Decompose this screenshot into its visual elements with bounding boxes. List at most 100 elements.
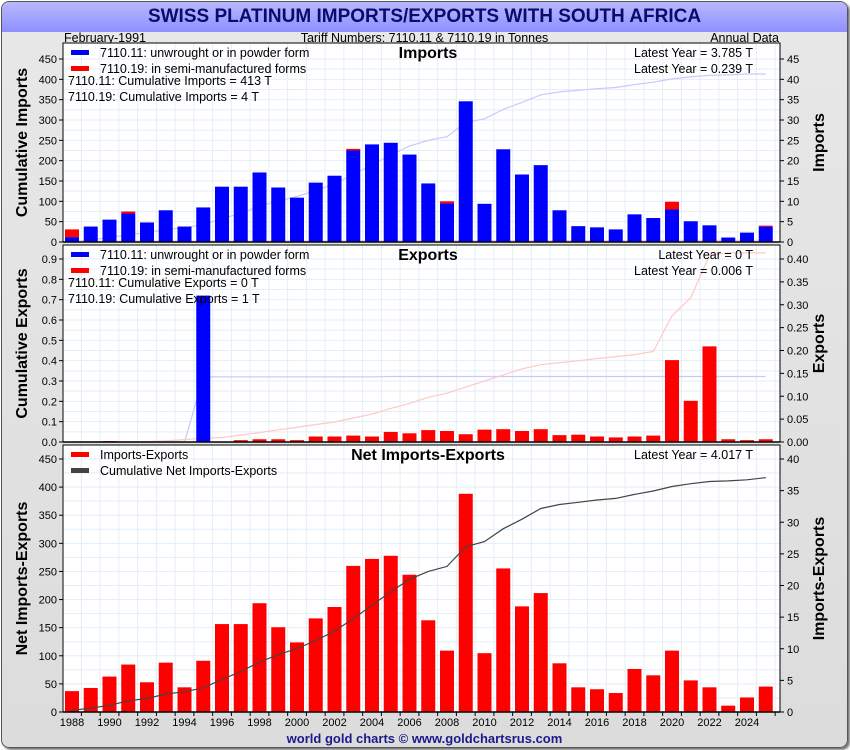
bar-7110-11 [158,210,173,242]
legend-label: Cumulative Net Imports-Exports [100,464,277,478]
x-tick-label: 2020 [660,717,684,729]
bar-7110-19 [383,431,398,442]
legend-swatch [71,452,89,457]
x-tick-label: 2002 [322,717,346,729]
bar-7110-11 [477,203,492,242]
y-tick-label-right: 0 [787,237,793,249]
y-tick-label-right: 5 [787,217,793,229]
bar-net-imports-exports [402,574,417,712]
y-tick-label-right: 20 [787,156,799,168]
x-tick-label: 1990 [97,717,121,729]
bar-7110-11 [740,232,754,242]
x-tick-label: 2012 [510,717,534,729]
bar-7110-19 [65,229,79,238]
bar-7110-11 [308,182,323,242]
y-tick-label-left: 450 [39,454,57,466]
bar-7110-11 [327,175,342,242]
cumulative-line-7110-19 [72,252,766,443]
y-tick-label-left: 100 [39,196,57,208]
bar-7110-11 [683,221,698,242]
bar-net-imports-exports [121,664,136,712]
bar-7110-11 [365,144,379,242]
bar-net-imports-exports [196,660,211,712]
y-tick-label-right: 15 [787,176,799,188]
title-bar: SWISS PLATINUM IMPORTS/EXPORTS WITH SOUT… [2,2,847,32]
y-tick-label-left: 250 [39,135,57,147]
bar-net-imports-exports [665,650,679,712]
bar-7110-11 [440,203,454,242]
bar-7110-19 [646,435,661,442]
bar-7110-11 [590,227,604,242]
y-tick-label-left: 450 [39,54,57,66]
bar-7110-11 [421,183,436,242]
y-tick-label-right: 25 [787,549,799,561]
y-tick-label-left: 50 [45,217,57,229]
bar-net-imports-exports [65,691,79,712]
bar-net-imports-exports [458,493,473,712]
y-tick-label-right: 40 [787,74,799,86]
y-tick-label-left: 200 [39,156,57,168]
bar-7110-19 [233,440,248,442]
latest-year-label: Latest Year = 0.006 T [634,264,753,278]
legend-label: 7110.19: in semi-manufactured forms [100,264,306,278]
bar-net-imports-exports [496,568,511,712]
y-tick-label-left: 0.9 [42,254,57,266]
y-tick-label-left: 250 [39,566,57,578]
bar-7110-19 [402,433,417,442]
y-tick-label-right: 0.10 [787,391,808,403]
bar-7110-11 [215,186,229,242]
bar-7110-19 [533,429,548,442]
bar-7110-11 [252,172,267,242]
latest-year-label: Latest Year = 0.239 T [634,62,753,76]
bar-7110-11 [83,226,98,242]
bar-net-imports-exports [383,555,398,712]
y-tick-label-left: 100 [39,651,57,663]
bar-net-imports-exports [290,642,304,712]
bar-7110-19 [458,434,473,442]
x-tick-label: 2000 [285,717,309,729]
legend-label: 7110.19: in semi-manufactured forms [100,62,306,76]
bar-7110-11 [196,295,211,442]
bar-7110-11 [627,214,642,242]
x-tick-label: 2018 [622,717,646,729]
y-tick-label-right: 40 [787,454,799,466]
bar-7110-11 [496,149,511,242]
bar-7110-19 [346,435,361,442]
legend-swatch [71,252,89,257]
y-tick-label-left: 0.0 [42,437,57,449]
x-tick-label: 2014 [547,717,571,729]
bar-7110-19 [271,439,286,442]
bar-7110-19 [758,439,773,442]
bar-7110-11 [140,222,154,242]
y-tick-label-left: 50 [45,679,57,691]
cumulative-annotation: 7110.19: Cumulative Exports = 1 T [68,292,260,306]
frequency-label: Annual Data [710,31,779,45]
y-tick-label-right: 15 [787,612,799,624]
bar-7110-19 [121,211,136,214]
chart-title: SWISS PLATINUM IMPORTS/EXPORTS WITH SOUT… [147,6,702,27]
bar-net-imports-exports [646,675,661,712]
y-tick-label-right: 45 [787,54,799,66]
x-tick-label: 2016 [585,717,609,729]
panel-title: Net Imports-Exports [351,447,505,464]
bar-net-imports-exports [102,676,117,712]
bar-7110-11 [721,237,736,242]
x-tick-label: 1996 [210,717,234,729]
bar-net-imports-exports [702,687,717,712]
bar-7110-19 [365,436,379,442]
x-tick-label: 2024 [735,717,759,729]
bar-7110-19 [496,429,511,442]
x-tick-label: 1994 [172,717,196,729]
bar-net-imports-exports [308,618,323,712]
bar-7110-19 [571,434,586,442]
x-tick-label: 1992 [135,717,159,729]
bar-7110-19 [665,360,679,442]
y-axis-label-left: Cumulative Exports [14,268,31,418]
cumulative-line-7110-11 [72,375,766,443]
bar-net-imports-exports [477,653,492,712]
bar-net-imports-exports [627,668,642,712]
y-axis-label-right: Exports [811,314,828,374]
bar-net-imports-exports [365,558,379,712]
bar-7110-11 [758,226,773,242]
y-axis-label-left: Net Imports-Exports [14,502,31,656]
